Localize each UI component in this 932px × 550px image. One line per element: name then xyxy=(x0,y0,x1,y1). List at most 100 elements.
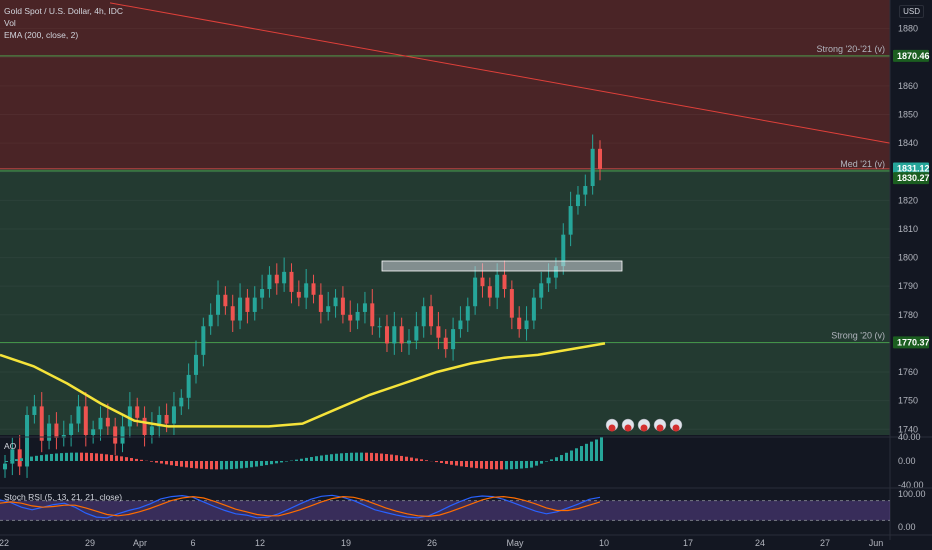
ao-bar xyxy=(190,461,193,468)
time-tick: 26 xyxy=(427,538,437,548)
candle xyxy=(164,414,169,424)
symbol-title[interactable]: Gold Spot / U.S. Dollar, 4h, IDC xyxy=(4,6,124,16)
ao-bar xyxy=(515,461,518,469)
level-price-box-bg xyxy=(893,336,929,349)
candle xyxy=(186,374,191,398)
ao-bar xyxy=(220,461,223,470)
candle xyxy=(304,283,309,298)
price-tick: 1860 xyxy=(898,81,918,91)
time-tick: 10 xyxy=(599,538,609,548)
volume-label[interactable]: Vol xyxy=(4,18,16,28)
candle xyxy=(531,297,536,321)
support-zone xyxy=(0,168,890,435)
zone-name-label: Strong '20-'21 (v) xyxy=(817,44,885,54)
candle xyxy=(171,406,176,424)
ao-bar xyxy=(125,457,128,461)
ao-bar xyxy=(580,446,583,461)
event-flag-icon-dot xyxy=(656,424,664,432)
level-price-box: 1870.46 xyxy=(893,49,930,62)
ao-tick: 40.00 xyxy=(898,432,921,442)
ao-bar xyxy=(415,458,418,461)
currency-label[interactable]: USD xyxy=(899,5,924,18)
ao-pane-label[interactable]: AO xyxy=(4,441,17,451)
stoch-d-line xyxy=(0,495,601,518)
ao-bar xyxy=(460,461,463,467)
candle xyxy=(362,303,367,312)
ao-bar xyxy=(365,452,368,461)
current-price-box: 1831.12 xyxy=(893,162,930,175)
candle xyxy=(274,274,279,284)
ema-line xyxy=(0,342,606,428)
candle xyxy=(384,326,389,344)
ao-bar xyxy=(570,450,573,461)
ao-bar xyxy=(475,461,478,469)
event-flag-icon-dot xyxy=(672,424,680,432)
candle xyxy=(539,283,544,298)
ao-bar xyxy=(420,459,423,461)
ao-bar xyxy=(280,461,283,463)
candle xyxy=(201,326,206,355)
ao-tick: 0.00 xyxy=(898,456,916,466)
candle xyxy=(296,291,301,298)
stoch-band xyxy=(0,500,890,521)
candle xyxy=(495,274,500,298)
time-tick: 6 xyxy=(190,538,195,548)
candle xyxy=(421,306,426,327)
candle xyxy=(252,297,257,312)
ao-bar xyxy=(120,456,123,461)
ao-bar xyxy=(70,452,73,461)
ao-bar xyxy=(30,456,33,461)
ao-bar xyxy=(575,448,578,461)
ao-bar xyxy=(50,453,53,461)
candle xyxy=(47,423,52,441)
ao-bar xyxy=(230,461,233,470)
ao-bar xyxy=(250,461,253,468)
candle xyxy=(208,314,213,327)
ao-bar xyxy=(25,457,28,461)
time-tick: 22 xyxy=(0,538,9,548)
ao-bar xyxy=(295,459,298,461)
ao-bar xyxy=(535,461,538,466)
price-tick: 1820 xyxy=(898,195,918,205)
price-tick: 1810 xyxy=(898,224,918,234)
ao-bar xyxy=(485,461,488,469)
ao-bar xyxy=(155,461,158,463)
stoch-pane-label[interactable]: Stoch RSI (5, 13, 21, 21, close) xyxy=(4,492,123,502)
candle xyxy=(370,303,375,327)
ao-bar xyxy=(45,454,48,461)
candle xyxy=(509,289,514,318)
ao-bar xyxy=(480,461,483,469)
ao-bar xyxy=(440,461,443,464)
ao-bar xyxy=(315,456,318,461)
candle xyxy=(69,423,74,435)
candle xyxy=(61,435,66,438)
candle xyxy=(553,266,558,278)
time-tick: Jun xyxy=(869,538,884,548)
ao-bar xyxy=(200,461,203,469)
candle xyxy=(54,423,59,438)
candle xyxy=(135,406,140,418)
ao-bar xyxy=(545,461,548,462)
ao-bar xyxy=(105,454,108,461)
price-tick: 1750 xyxy=(898,396,918,406)
ao-bar xyxy=(310,457,313,461)
candle xyxy=(377,326,382,328)
candle xyxy=(436,326,441,338)
candle xyxy=(458,320,463,330)
ao-bar xyxy=(225,461,228,470)
ao-bar xyxy=(550,459,553,461)
stoch-tick: 0.00 xyxy=(898,522,916,532)
candle xyxy=(414,326,419,341)
ao-bar xyxy=(170,461,173,466)
ao-bar xyxy=(435,461,438,463)
ao-bar xyxy=(600,437,603,461)
ema-label[interactable]: EMA (200, close, 2) xyxy=(4,30,79,40)
candle xyxy=(517,317,522,330)
ao-bar xyxy=(245,461,248,468)
stoch-k-line xyxy=(0,494,601,519)
ao-bar xyxy=(350,452,353,461)
time-tick: 12 xyxy=(255,538,265,548)
candle xyxy=(193,354,198,375)
ao-bar xyxy=(150,461,153,462)
